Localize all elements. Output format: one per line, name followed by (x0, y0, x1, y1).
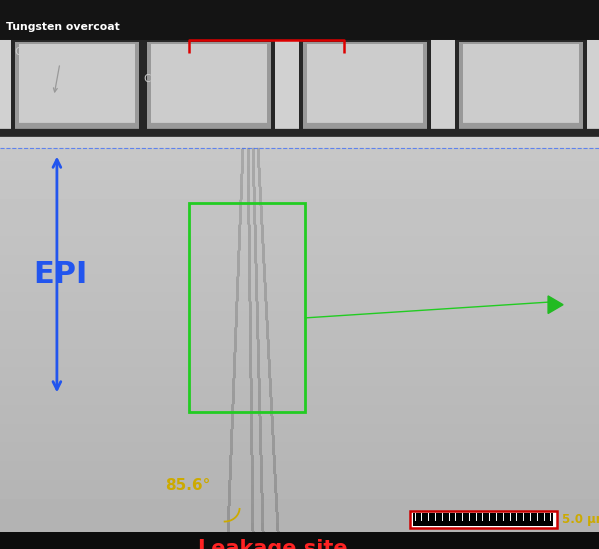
Text: Leakage site: Leakage site (198, 539, 347, 549)
Bar (410, 511, 557, 528)
Text: 5.0 μm: 5.0 μm (562, 513, 599, 526)
Text: Tungsten overcoat: Tungsten overcoat (6, 22, 120, 32)
Text: EPI: EPI (33, 260, 87, 289)
Polygon shape (548, 296, 563, 313)
Text: Gate polysilicon: Gate polysilicon (15, 47, 99, 57)
Text: 85.6°: 85.6° (165, 478, 210, 494)
Text: Contact: Contact (144, 74, 184, 84)
Bar (413, 513, 553, 526)
Bar (189, 203, 305, 412)
